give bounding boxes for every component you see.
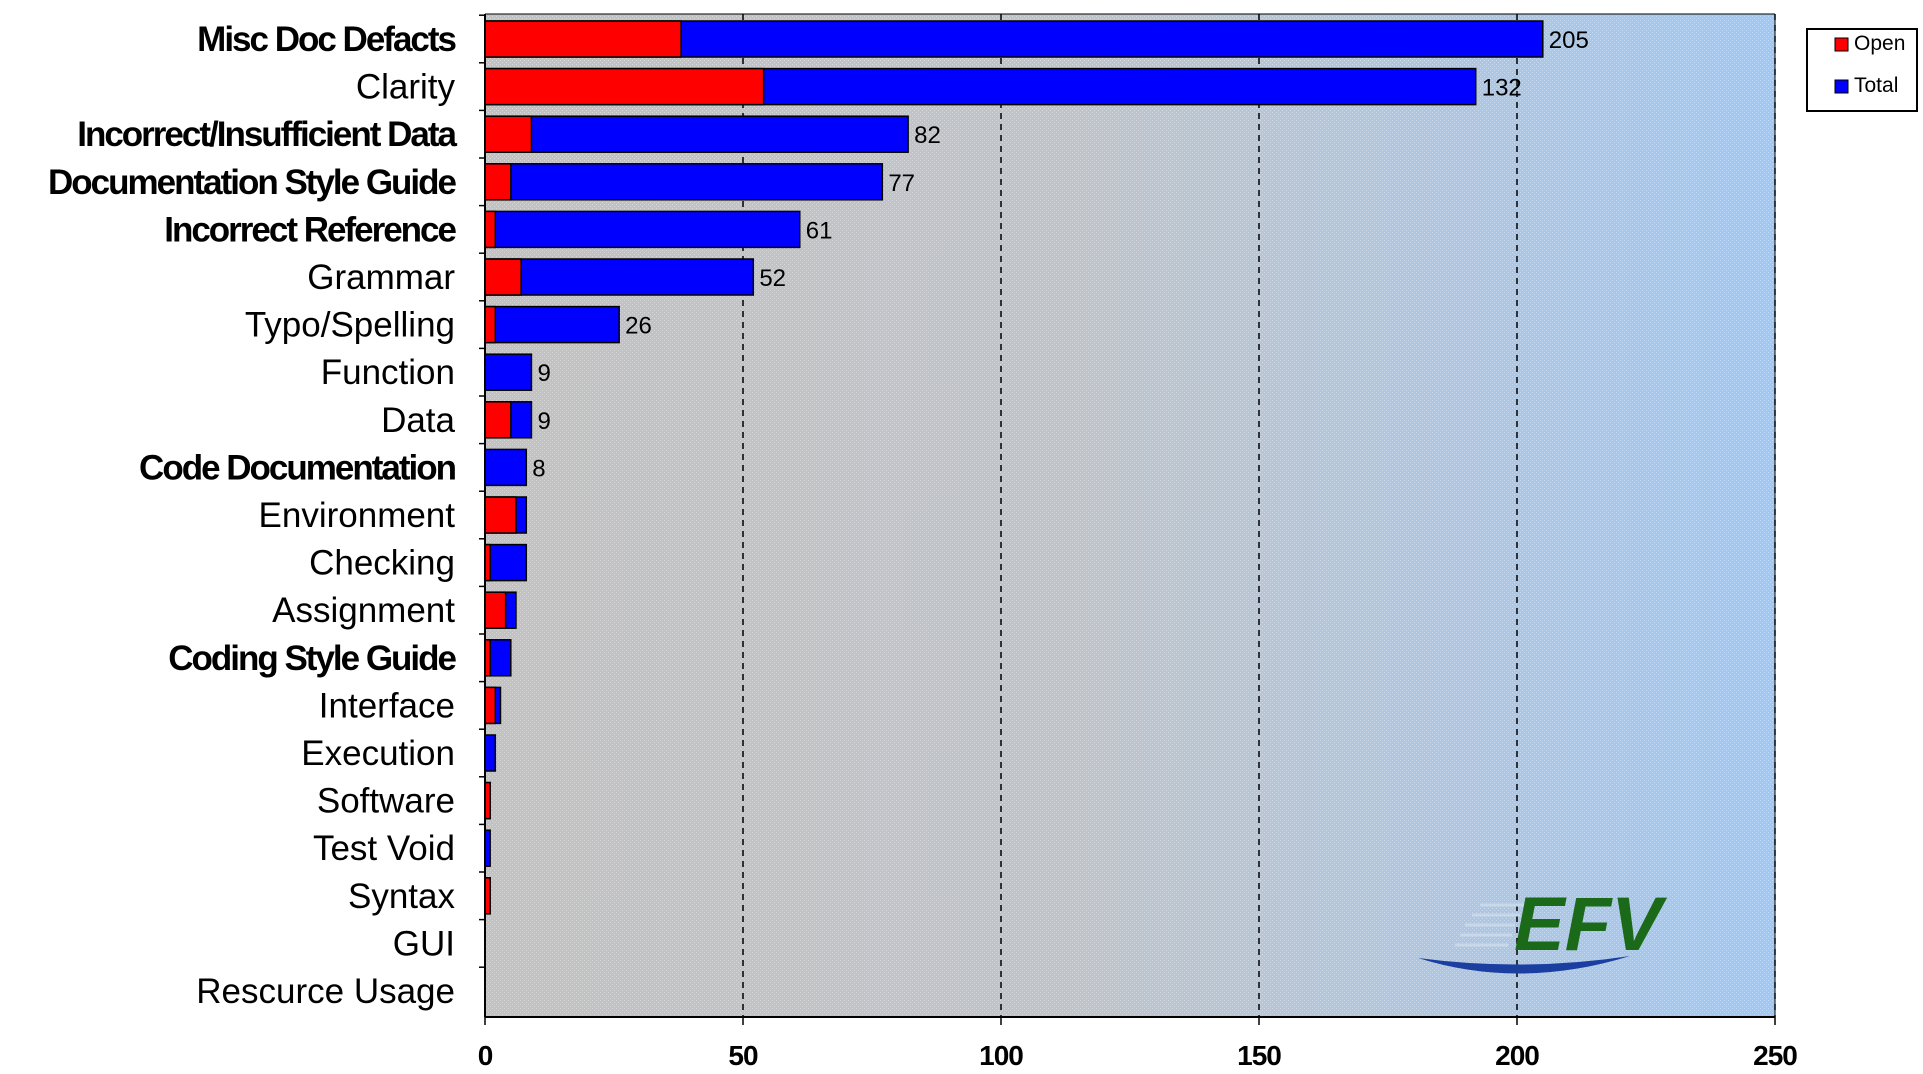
bar-open-10 (484, 496, 517, 534)
data-label: 205 (1549, 27, 1589, 54)
bar-open-14 (484, 686, 497, 725)
x-tick-label: 250 (1753, 1040, 1797, 1069)
legend-swatch (1834, 79, 1849, 94)
category-label: Execution (301, 734, 455, 773)
bar-total-7 (484, 353, 533, 391)
bar-open-4 (484, 210, 497, 249)
data-label: 82 (914, 122, 941, 149)
category-label: Incorrect/Insufficient Data (77, 115, 457, 154)
x-tick-label: 200 (1495, 1040, 1539, 1069)
category-label: Checking (309, 544, 455, 583)
bar-total-4 (484, 210, 801, 249)
bar-open-1 (484, 67, 765, 106)
category-label: Clarity (356, 68, 456, 107)
legend-label: Total (1854, 74, 1898, 97)
bar-total-6 (484, 305, 620, 344)
bar-open-5 (484, 258, 522, 296)
category-label: Syntax (348, 877, 455, 916)
efv-logo: EFV (1418, 882, 1667, 974)
x-tick-label: 100 (979, 1040, 1023, 1069)
bar-open-12 (484, 591, 507, 629)
bar-open-8 (484, 401, 512, 439)
logo-text: EFV (1514, 882, 1667, 967)
logo-swoosh (1418, 956, 1630, 974)
data-label: 52 (759, 265, 786, 292)
category-label: Typo/Spelling (245, 306, 455, 345)
category-labels: Misc Doc Defacts Clarity Incorrect/Insuffi… (48, 20, 460, 1011)
x-tick-label: 50 (728, 1040, 758, 1069)
bar-total-2 (484, 115, 909, 153)
data-label: 8 (532, 455, 545, 482)
legend-label: Open (1854, 32, 1905, 55)
category-label: Coding Style Guide (168, 639, 456, 678)
category-label: Test Void (313, 829, 455, 868)
data-label: 9 (537, 408, 550, 435)
data-label: 9 (537, 360, 550, 387)
category-label: Grammar (307, 258, 455, 297)
bar-total-15 (484, 734, 497, 772)
category-label: Function (321, 353, 455, 392)
logo-speed-lines (1455, 903, 1525, 947)
bar-total-11 (484, 543, 528, 582)
category-label: Rescurce Usage (196, 972, 455, 1011)
bar-total-5 (484, 258, 755, 296)
legend-swatch (1834, 37, 1849, 52)
bar-open-3 (484, 163, 512, 201)
category-label: Software (317, 782, 455, 821)
axes (479, 13, 1776, 1025)
x-tick-labels: 0 50 100 150 200 250 (478, 1040, 1799, 1071)
category-label: GUI (393, 924, 455, 963)
category-label: Documentation Style Guide (48, 163, 457, 202)
category-label: Misc Doc Defacts (197, 20, 456, 59)
bar-open-0 (484, 20, 682, 58)
category-label: Data (381, 401, 455, 440)
x-tick-label: 150 (1237, 1040, 1281, 1069)
category-label: Environment (259, 496, 456, 535)
data-label: 132 (1482, 75, 1522, 102)
category-label: Assignment (272, 591, 455, 630)
category-label: Interface (319, 686, 455, 725)
data-label: 61 (806, 217, 833, 244)
bar-open-2 (484, 115, 533, 153)
bar-open-6 (484, 305, 497, 344)
legend: Open Total (1806, 28, 1918, 112)
data-label: 26 (625, 313, 652, 340)
bar-total-3 (484, 163, 884, 201)
bar-total-9 (484, 448, 528, 487)
x-tick-label: 0 (478, 1040, 493, 1069)
category-label: Incorrect Reference (164, 210, 456, 249)
legend-box (1806, 28, 1918, 112)
category-label: Code Documentation (139, 448, 456, 487)
data-label: 77 (888, 170, 915, 197)
